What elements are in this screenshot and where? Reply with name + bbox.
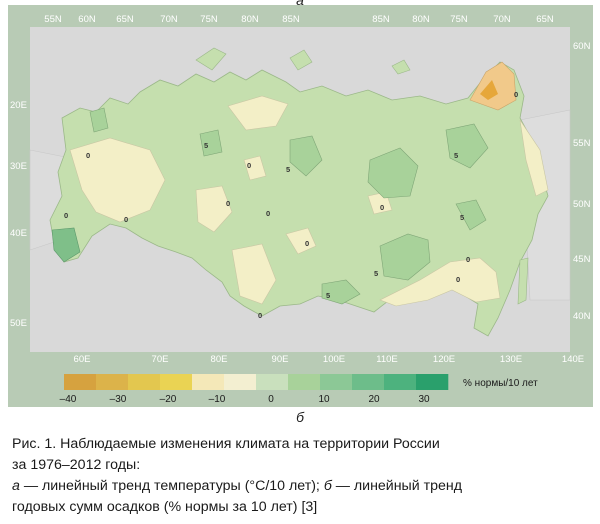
isoline-label: 5 [374, 269, 378, 278]
figure-caption: Рис. 1. Наблюдаемые изменения климата на… [12, 434, 597, 518]
right-label: 55N [573, 138, 591, 149]
top-label: 75N [450, 14, 468, 25]
legend-swatch [416, 374, 449, 390]
top-label: 65N [536, 14, 554, 25]
isoline-label: 0 [514, 90, 518, 99]
legend-unit: % нормы/10 лет [463, 378, 538, 389]
right-label: 40N [573, 311, 591, 322]
left-label: 30E [10, 161, 27, 172]
legend-tick: –20 [160, 394, 177, 405]
caption-line-3: а — линейный тренд температуры (°С/10 ле… [12, 476, 597, 497]
wet-zones [51, 107, 489, 305]
isoline-label: 5 [326, 291, 330, 300]
isoline-label: 0 [456, 275, 460, 284]
bottom-label: 60E [74, 354, 91, 365]
severnaya-zemlya-island [289, 49, 313, 71]
legend-swatch [288, 374, 321, 390]
isoline-label: 0 [305, 239, 309, 248]
legend-tick: –40 [60, 394, 77, 405]
isoline-label: 0 [258, 311, 262, 320]
bottom-label: 80E [211, 354, 228, 365]
caption-a-letter: а [12, 478, 20, 494]
legend-tick: 20 [368, 394, 380, 405]
isoline-label: 0 [64, 211, 68, 220]
legend-tick: –10 [209, 394, 226, 405]
sakhalin-island [517, 257, 529, 305]
legend-swatch [384, 374, 417, 390]
legend-tick: –30 [110, 394, 127, 405]
right-label: 60N [573, 41, 591, 52]
caption-b-letter: б [323, 478, 332, 494]
bottom-label: 110E [376, 354, 397, 365]
legend-swatch [96, 374, 129, 390]
top-label: 80N [412, 14, 430, 25]
bottom-label: 90E [272, 354, 289, 365]
top-label: 55N [44, 14, 62, 25]
legend-swatch [160, 374, 193, 390]
isoline-labels: 0 0 0 0 0 0 0 0 0 0 0 0 5 5 5 5 5 5 [64, 90, 518, 320]
panel-letter-a: а [296, 0, 304, 8]
legend-swatch [192, 374, 225, 390]
isoline-label: 0 [380, 203, 384, 212]
left-axis-labels: 20E 30E 40E 50E [10, 100, 27, 329]
bottom-label: 140E [562, 354, 584, 365]
legend-swatch [256, 374, 289, 390]
left-label: 20E [10, 100, 27, 111]
legend-swatch [320, 374, 353, 390]
caption-b-text: — линейный тренд [331, 478, 463, 494]
bottom-label: 130E [500, 354, 522, 365]
isoline-label: 5 [286, 165, 290, 174]
legend-swatch [64, 374, 97, 390]
isoline-label: 5 [204, 141, 208, 150]
right-label: 45N [573, 254, 591, 265]
legend-tick: 30 [418, 394, 430, 405]
top-label: 85N [282, 14, 300, 25]
legend-swatch [224, 374, 257, 390]
top-label: 75N [200, 14, 218, 25]
dry-zones [69, 95, 549, 307]
legend-tick: 10 [318, 394, 330, 405]
legend-swatches [64, 374, 449, 390]
dry-zone-chukotka-core [480, 80, 498, 100]
caption-a-text: — линейный тренд температуры (°С/10 лет)… [19, 478, 324, 494]
isoline-label: 0 [124, 215, 128, 224]
isoline-label: 0 [86, 151, 90, 160]
isoline-label: 0 [226, 199, 230, 208]
bottom-label: 120E [433, 354, 455, 365]
top-label: 60N [78, 14, 96, 25]
top-label: 85N [372, 14, 390, 25]
top-axis-labels: 55N 60N 65N 70N 75N 80N 85N 85N 80N 75N … [44, 14, 554, 25]
top-label: 70N [160, 14, 178, 25]
left-label: 50E [10, 318, 27, 329]
isoline-label: 0 [266, 209, 270, 218]
legend: % нормы/10 лет –40 –30 –20 –10 0 10 20 3… [60, 374, 538, 405]
isoline-label: 5 [460, 213, 464, 222]
bottom-axis-labels: 60E 70E 80E 90E 100E 110E 120E 130E 140E [74, 354, 585, 365]
caption-line-1: Рис. 1. Наблюдаемые изменения климата на… [12, 436, 440, 452]
panel-letter-b: б [296, 409, 304, 425]
novaya-zemlya-island [195, 47, 227, 71]
legend-tick: 0 [268, 394, 274, 405]
isoline-label: 0 [466, 255, 470, 264]
top-label: 80N [241, 14, 259, 25]
left-label: 40E [10, 228, 27, 239]
caption-line-2: за 1976–2012 годы: [12, 457, 141, 473]
bottom-label: 70E [152, 354, 169, 365]
top-label: 70N [493, 14, 511, 25]
caption-line-4: годовых сумм осадков (% нормы за 10 лет)… [12, 499, 318, 515]
bottom-label: 100E [323, 354, 345, 365]
right-axis-labels: 60N 55N 50N 45N 40N [573, 41, 591, 322]
isoline-label: 0 [247, 161, 251, 170]
legend-swatch [352, 374, 385, 390]
isoline-label: 5 [454, 151, 458, 160]
right-label: 50N [573, 199, 591, 210]
legend-swatch [128, 374, 161, 390]
top-label: 65N [116, 14, 134, 25]
precipitation-trend-map: 55N 60N 65N 70N 75N 80N 85N 85N 80N 75N … [8, 5, 593, 407]
new-siberian-islands [391, 59, 411, 75]
